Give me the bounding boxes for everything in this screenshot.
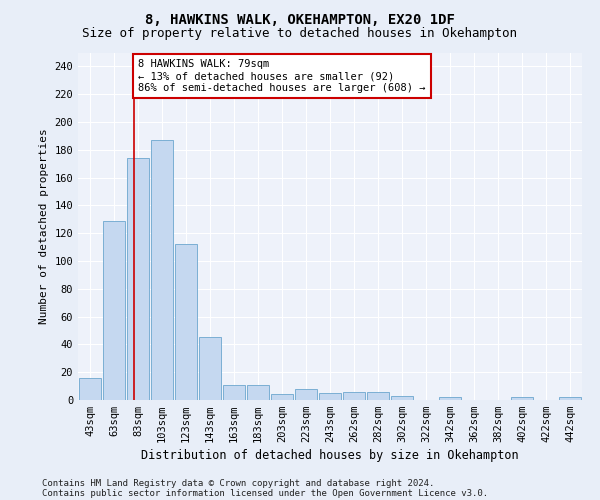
Bar: [295, 389, 317, 400]
Bar: [343, 392, 365, 400]
Bar: [559, 397, 581, 400]
Bar: [223, 384, 245, 400]
X-axis label: Distribution of detached houses by size in Okehampton: Distribution of detached houses by size …: [141, 450, 519, 462]
Text: Size of property relative to detached houses in Okehampton: Size of property relative to detached ho…: [83, 28, 517, 40]
Bar: [175, 244, 197, 400]
Bar: [127, 158, 149, 400]
Bar: [439, 397, 461, 400]
Text: Contains HM Land Registry data © Crown copyright and database right 2024.: Contains HM Land Registry data © Crown c…: [42, 478, 434, 488]
Bar: [103, 220, 125, 400]
Bar: [319, 393, 341, 400]
Bar: [391, 396, 413, 400]
Bar: [367, 392, 389, 400]
Bar: [79, 378, 101, 400]
Bar: [199, 338, 221, 400]
Y-axis label: Number of detached properties: Number of detached properties: [39, 128, 49, 324]
Text: 8 HAWKINS WALK: 79sqm
← 13% of detached houses are smaller (92)
86% of semi-deta: 8 HAWKINS WALK: 79sqm ← 13% of detached …: [138, 60, 425, 92]
Bar: [511, 397, 533, 400]
Text: 8, HAWKINS WALK, OKEHAMPTON, EX20 1DF: 8, HAWKINS WALK, OKEHAMPTON, EX20 1DF: [145, 12, 455, 26]
Bar: [271, 394, 293, 400]
Bar: [151, 140, 173, 400]
Bar: [247, 384, 269, 400]
Text: Contains public sector information licensed under the Open Government Licence v3: Contains public sector information licen…: [42, 488, 488, 498]
